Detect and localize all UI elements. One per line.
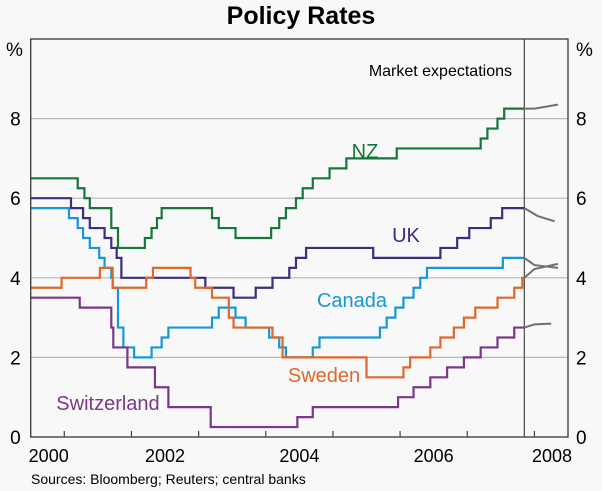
y-tick-label-left: 4 [10,269,21,290]
y-tick-label-left: 0 [10,428,21,449]
x-tick-label: 2002 [145,446,185,466]
series-label-switzerland: Switzerland [56,393,159,415]
expectations-line-switzerland [524,322,552,329]
y-tick-label-right: 6 [576,189,587,210]
series-label-sweden: Sweden [288,365,360,387]
expectations-line-nz [524,103,559,110]
market-expectations-label: Market expectations [369,63,512,80]
expectations-line-uk [523,207,555,223]
x-tick-label: 2008 [532,446,572,466]
x-tick-label: 2006 [414,446,454,466]
y-tick-label-left: 8 [10,110,21,131]
y-axis-unit-left: % [6,40,23,61]
series-label-uk: UK [392,225,420,247]
series-line-sweden [30,266,525,379]
y-tick-label-right: 0 [576,428,587,449]
expectations-line-sweden [523,262,559,279]
series-label-nz: NZ [352,141,379,163]
series-line-canada [30,207,525,359]
series-line-switzerland [30,296,525,429]
expectations-line-canada [523,257,559,269]
chart-title: Policy Rates [226,2,376,30]
x-tick-label: 2004 [279,446,319,466]
series-line-nz [30,107,525,250]
series-line-uk [30,197,525,299]
y-tick-label-left: 2 [10,348,21,369]
y-tick-label-right: 8 [576,110,587,131]
y-tick-label-right: 4 [576,269,587,290]
y-tick-label-right: 2 [576,348,587,369]
y-axis-unit-right: % [576,40,593,61]
source-note: Sources: Bloomberg; Reuters; central ban… [31,471,306,487]
plot-frame [30,38,569,438]
x-tick-label: 2000 [29,446,69,466]
series-label-canada: Canada [317,290,388,312]
y-tick-label-left: 6 [10,189,21,210]
